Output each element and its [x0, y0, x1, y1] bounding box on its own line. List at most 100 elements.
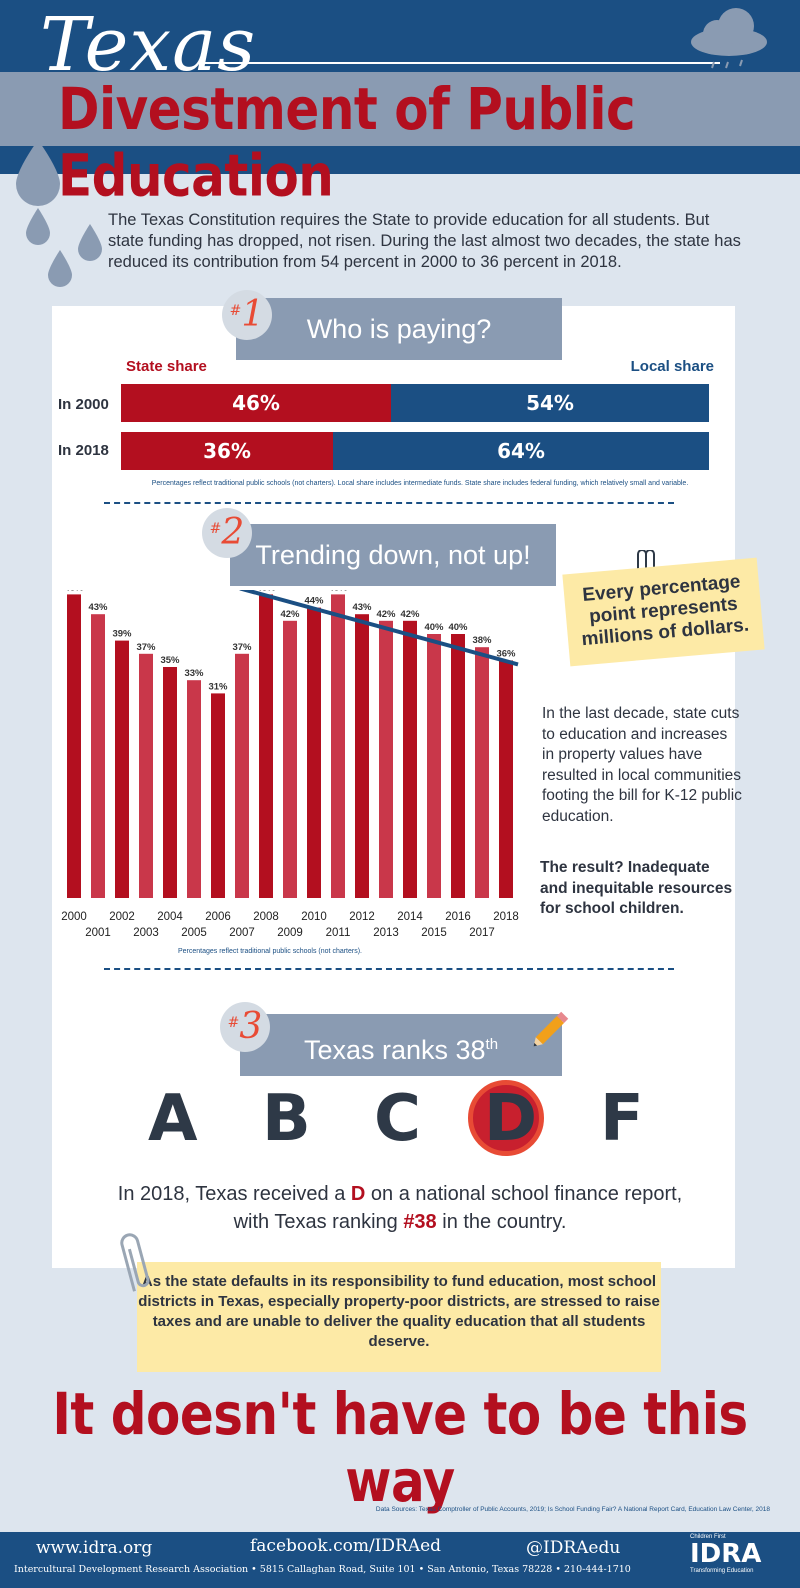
x-tick-2005: 2005: [181, 927, 207, 939]
section2-note: Percentages reflect traditional public s…: [177, 948, 363, 955]
chart-value-label-2004: 35%: [160, 655, 180, 666]
header-bottom-band: [0, 146, 800, 174]
chart-bar-2010: [307, 607, 321, 898]
rain-cloud-icon: [691, 8, 767, 69]
chart-bar-2006: [211, 693, 225, 898]
section3-title: Texas ranks 38th: [240, 1014, 562, 1076]
title-script: Texas: [40, 2, 257, 88]
chart-value-label-2017: 38%: [472, 635, 492, 646]
chart-value-label-2018: 36%: [496, 648, 516, 659]
x-tick-2017: 2017: [469, 927, 495, 939]
chart-bar-2011: [331, 594, 345, 898]
twitter-handle[interactable]: @IDRAedu: [526, 1538, 621, 1558]
section2-title: Trending down, not up!: [230, 524, 556, 586]
section3-number: #3: [220, 1002, 270, 1052]
local-share-bar-2000: 54%: [391, 384, 709, 422]
pencil-icon: [533, 1011, 569, 1047]
chart-bar-2003: [139, 653, 153, 898]
row-label-2000: In 2000: [58, 396, 109, 413]
x-tick-2013: 2013: [373, 927, 399, 939]
chart-bar-2012: [355, 614, 369, 898]
chart-bar-2007: [235, 653, 249, 898]
chart-value-label-2013: 42%: [376, 609, 396, 620]
header-title-band: [0, 72, 800, 146]
section1-title: Who is paying?: [236, 298, 562, 360]
x-tick-2012: 2012: [349, 911, 375, 923]
website-link[interactable]: www.idra.org: [36, 1538, 153, 1558]
chart-bar-2009: [283, 620, 297, 898]
chart-bar-2001: [91, 614, 105, 898]
local-share-label: Local share: [630, 358, 714, 375]
state-share-bar-chart: 46% 2000 43% 2001 39% 2002 37% 2003 35% 2004 33% 20…: [61, 590, 519, 939]
divider-1: [104, 502, 674, 504]
x-tick-2015: 2015: [421, 927, 447, 939]
x-tick-2003: 2003: [133, 927, 159, 939]
grade-b: B: [262, 1082, 311, 1156]
x-tick-2004: 2004: [157, 911, 183, 923]
page-title: Divestment of Public Education: [58, 76, 636, 210]
x-tick-2002: 2002: [109, 911, 135, 923]
chart-value-label-2016: 40%: [448, 622, 468, 633]
divider-2: [104, 968, 674, 970]
chart-value-label-2014: 42%: [400, 609, 420, 620]
chart-value-label-2006: 31%: [208, 681, 228, 692]
local-share-bar-2018: 64%: [333, 432, 709, 470]
chart-value-label-2012: 43%: [352, 602, 372, 613]
intro-text: The Texas Constitution requires the Stat…: [108, 211, 741, 271]
footer: www.idra.org facebook.com/IDRAed @IDRAed…: [0, 1532, 800, 1588]
chart-value-label-2005: 33%: [184, 668, 204, 679]
bottom-note: As the state defaults in its responsibil…: [137, 1262, 661, 1372]
x-tick-2018: 2018: [493, 911, 519, 923]
ranking-text: In 2018, Texas received a D on a nationa…: [117, 1183, 683, 1233]
x-tick-2016: 2016: [445, 911, 471, 923]
trend-line: [239, 590, 519, 667]
sticky-note: Every percentage point represents millio…: [562, 557, 765, 667]
side-explanation: In the last decade, state cuts to educat…: [542, 705, 742, 825]
grade-a: A: [148, 1082, 198, 1156]
chart-value-label-2011: 46%: [328, 590, 348, 593]
raindrop-icons: [16, 140, 102, 287]
closing-statement: It doesn't have to be this way: [52, 1381, 748, 1515]
chart-value-label-2010: 44%: [304, 596, 324, 607]
x-tick-2007: 2007: [229, 927, 255, 939]
x-tick-2009: 2009: [277, 927, 303, 939]
chart-value-label-2002: 39%: [112, 629, 132, 640]
state-share-label: State share: [126, 358, 207, 375]
header-top-band: [0, 0, 800, 72]
idra-logo: Children First IDRA Transforming Educati…: [690, 1534, 762, 1574]
chart-value-label-2001: 43%: [88, 602, 108, 613]
grade-d-circle: [468, 1080, 544, 1156]
facebook-link[interactable]: facebook.com/IDRAed: [250, 1536, 442, 1556]
chart-bar-2013: [379, 620, 393, 898]
side-result: The result? Inadequate and inequitable r…: [540, 859, 733, 917]
x-tick-2001: 2001: [85, 927, 111, 939]
grade-d: D: [484, 1082, 538, 1156]
chart-bar-2016: [451, 634, 465, 898]
chart-bar-2005: [187, 680, 201, 898]
title-underline: [200, 62, 720, 64]
chart-value-label-2007: 37%: [232, 642, 252, 653]
data-sources: Data Sources: Texas Comptroller of Publi…: [375, 1506, 770, 1513]
x-tick-2010: 2010: [301, 911, 327, 923]
chart-value-label-2003: 37%: [136, 642, 156, 653]
chart-value-label-2009: 42%: [280, 609, 300, 620]
chart-value-label-2015: 40%: [424, 622, 444, 633]
chart-bar-2015: [427, 634, 441, 898]
section1-note: Percentages reflect traditional public s…: [151, 480, 689, 487]
grade-f: F: [600, 1082, 644, 1156]
state-share-bar-2018: 36%: [121, 432, 333, 470]
chart-value-label-2008: 46%: [256, 590, 276, 593]
share-bar-2018: 36% 64%: [121, 432, 719, 470]
x-tick-2011: 2011: [326, 927, 351, 939]
chart-bar-2018: [499, 660, 513, 898]
paperclip-icon: [120, 1233, 150, 1292]
grade-c: C: [374, 1082, 421, 1156]
footer-address: Intercultural Development Research Assoc…: [14, 1564, 631, 1575]
x-tick-2014: 2014: [397, 911, 423, 923]
chart-bar-2008: [259, 594, 273, 898]
x-tick-2006: 2006: [205, 911, 231, 923]
chart-bar-2000: [67, 594, 81, 898]
section1-number: #1: [222, 290, 272, 340]
chart-bar-2004: [163, 667, 177, 898]
x-tick-2000: 2000: [61, 911, 87, 923]
